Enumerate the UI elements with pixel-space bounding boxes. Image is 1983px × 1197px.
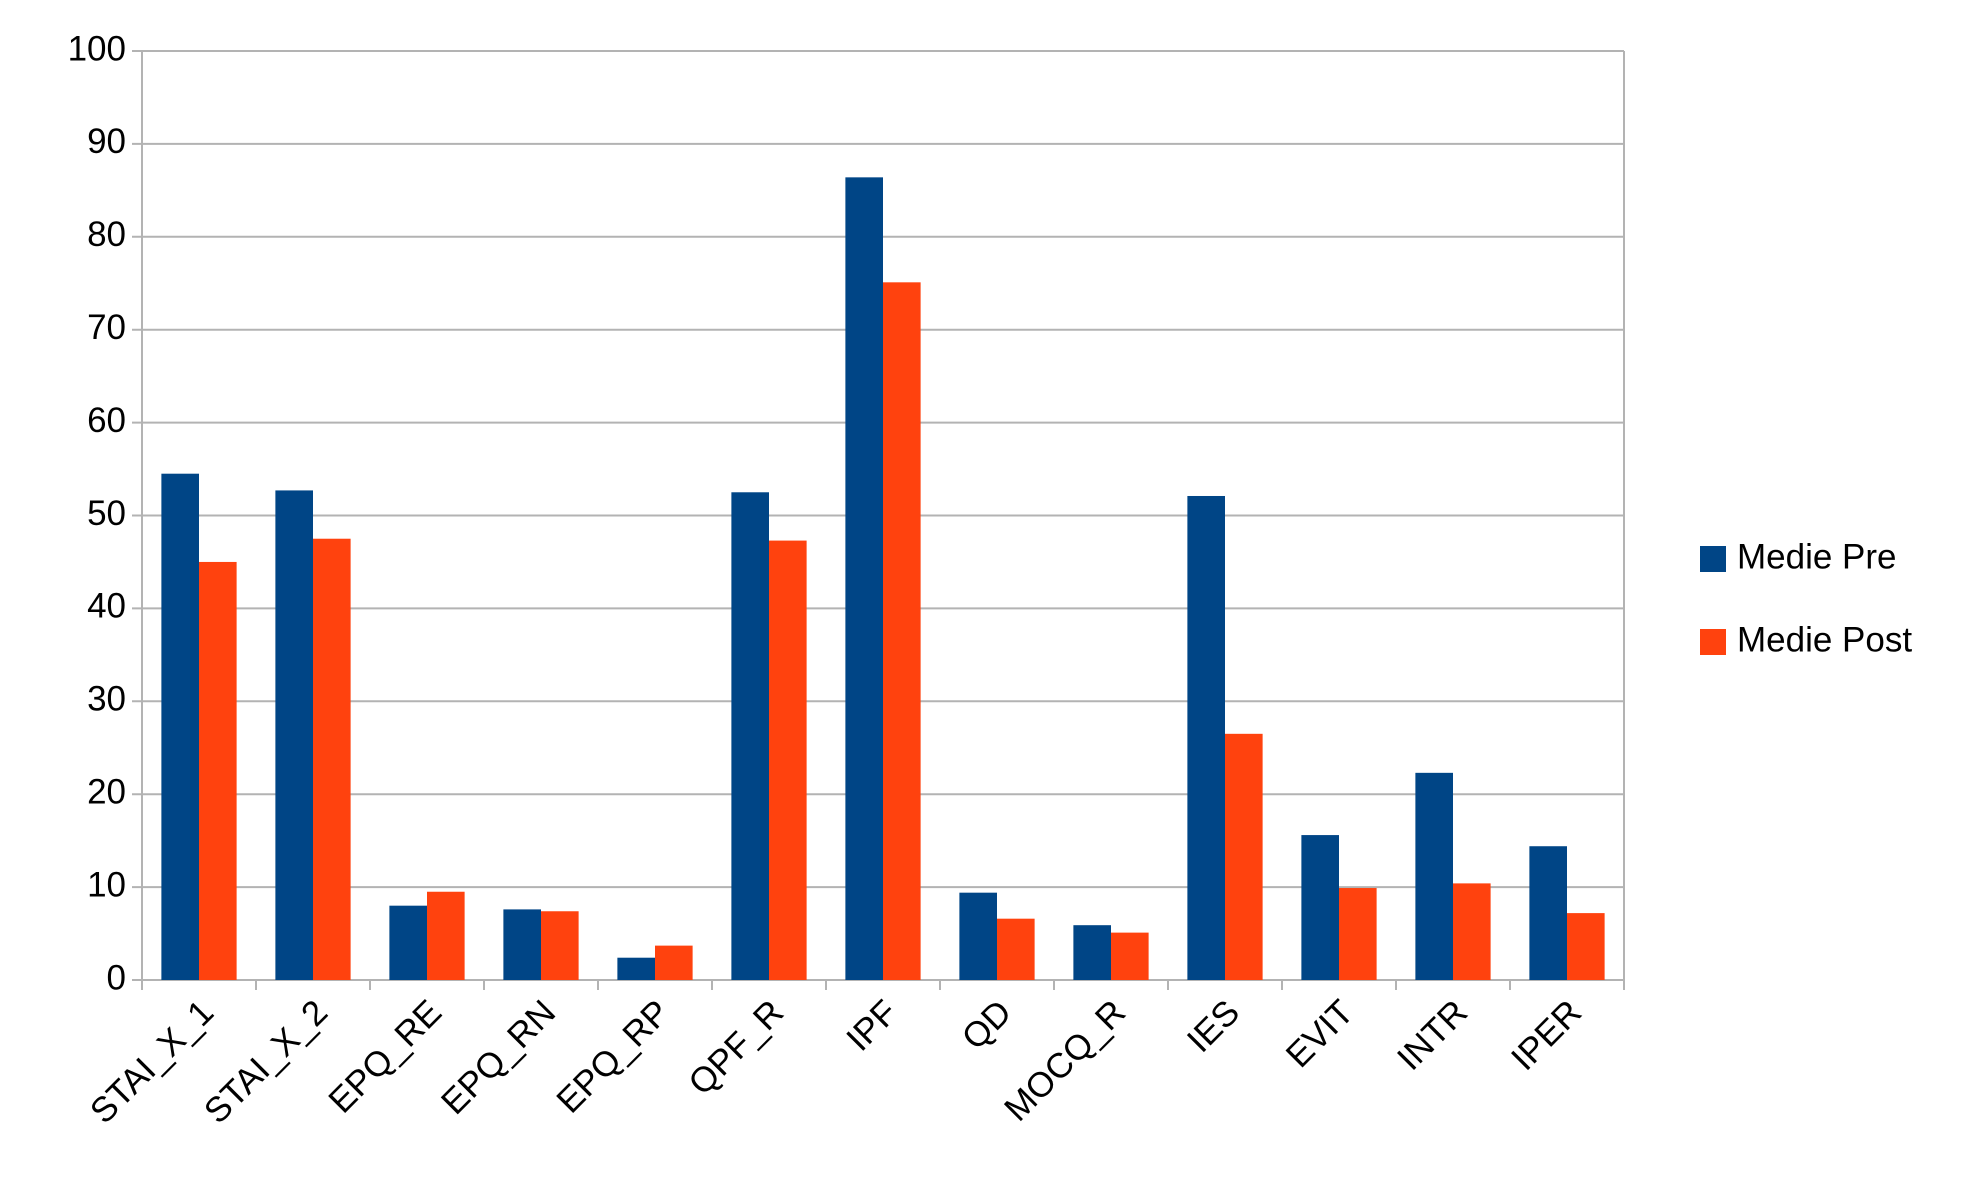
bar <box>503 909 541 980</box>
y-tick-label: 80 <box>87 215 126 254</box>
legend-label: Medie Pre <box>1737 537 1897 576</box>
y-tick-label: 0 <box>107 958 126 997</box>
y-tick-label: 10 <box>87 865 126 904</box>
bar <box>1225 733 1263 980</box>
x-tick-label: EPQ_RE <box>321 993 449 1121</box>
bar <box>1187 495 1225 980</box>
bar <box>1453 883 1491 980</box>
bar <box>1567 913 1605 980</box>
x-tick-label: IPER <box>1504 993 1589 1078</box>
x-tick-label: INTR <box>1390 993 1475 1078</box>
legend-swatch <box>1700 546 1726 572</box>
y-tick-label: 20 <box>87 772 126 811</box>
x-tick-label: EVIT <box>1279 993 1362 1076</box>
legend-label: Medie Post <box>1737 620 1912 659</box>
bar <box>199 561 237 980</box>
y-tick-label: 50 <box>87 494 126 533</box>
y-tick-label: 100 <box>68 29 126 68</box>
y-tick-label: 70 <box>87 308 126 347</box>
x-tick-label: IPF <box>839 993 905 1059</box>
bar <box>313 538 351 980</box>
bar <box>997 918 1035 980</box>
bar <box>1529 846 1567 980</box>
bar <box>275 490 313 980</box>
bar <box>1111 932 1149 980</box>
x-tick-label: IES <box>1180 993 1247 1060</box>
bar <box>1073 925 1111 980</box>
bar <box>769 540 807 980</box>
bar <box>161 473 199 980</box>
x-tick-label: QPF_R <box>681 993 791 1103</box>
bar <box>731 492 769 980</box>
x-tick-label: EPQ_RP <box>549 993 677 1121</box>
legend-swatch <box>1700 629 1726 655</box>
y-tick-label: 40 <box>87 587 126 626</box>
bar <box>541 911 579 980</box>
bar <box>1301 835 1339 980</box>
bar <box>845 177 883 980</box>
x-tick-label: STAI_X_2 <box>197 993 336 1132</box>
y-tick-label: 30 <box>87 680 126 719</box>
x-tick-label: MOCQ_R <box>997 993 1133 1129</box>
bar <box>959 892 997 980</box>
bar <box>1339 888 1377 980</box>
bar <box>655 945 693 980</box>
bar <box>883 282 921 980</box>
bar <box>617 957 655 980</box>
x-tick-label: EPQ_RN <box>434 993 563 1122</box>
bar <box>427 891 465 980</box>
bar <box>1415 772 1453 980</box>
x-tick-label: QD <box>954 993 1019 1058</box>
y-tick-label: 90 <box>87 122 126 161</box>
y-tick-label: 60 <box>87 401 126 440</box>
bar <box>389 905 427 980</box>
x-tick-label: STAI_X_1 <box>83 993 222 1132</box>
